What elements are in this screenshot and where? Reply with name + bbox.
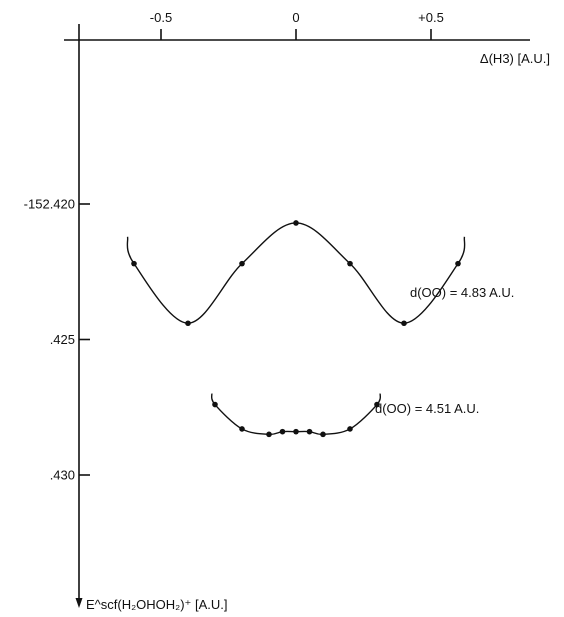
data-point xyxy=(185,320,191,327)
data-point xyxy=(239,260,245,267)
y-axis-label: E^scf(H₂OHOH₂)⁺ [A.U.] xyxy=(86,597,228,612)
series-label: d(OO) = 4.51 A.U. xyxy=(375,401,479,416)
y-tick-label: -152.420 xyxy=(24,197,75,212)
series-curve xyxy=(210,393,382,436)
data-point xyxy=(266,431,272,438)
y-tick-label: .425 xyxy=(50,332,75,347)
data-point xyxy=(239,426,245,432)
x-tick-label: +0.5 xyxy=(418,10,444,25)
data-point xyxy=(347,426,353,432)
data-point xyxy=(320,431,326,438)
y-tick-label: .430 xyxy=(50,468,75,483)
series-label: d(OO) = 4.83 A.U. xyxy=(410,285,514,300)
series-curve xyxy=(126,222,466,324)
data-point xyxy=(212,401,218,408)
chart-labels: -0.5 0 +0.5 -152.420 .425 .430 Δ(H3) [A.U.] E^s… xyxy=(24,10,550,612)
data-point xyxy=(347,260,353,267)
data-point xyxy=(293,220,299,226)
axes xyxy=(64,24,530,608)
chart-marks xyxy=(126,220,466,438)
data-point xyxy=(455,260,461,267)
data-point xyxy=(401,320,407,327)
data-point xyxy=(306,428,313,435)
x-tick-label: -0.5 xyxy=(150,10,172,25)
data-point xyxy=(131,260,137,267)
data-point xyxy=(279,428,286,435)
data-point xyxy=(374,401,380,408)
y-axis-arrow xyxy=(75,598,83,608)
x-axis-label: Δ(H3) [A.U.] xyxy=(480,51,550,66)
data-point xyxy=(293,428,299,435)
x-tick-label: 0 xyxy=(292,10,299,25)
